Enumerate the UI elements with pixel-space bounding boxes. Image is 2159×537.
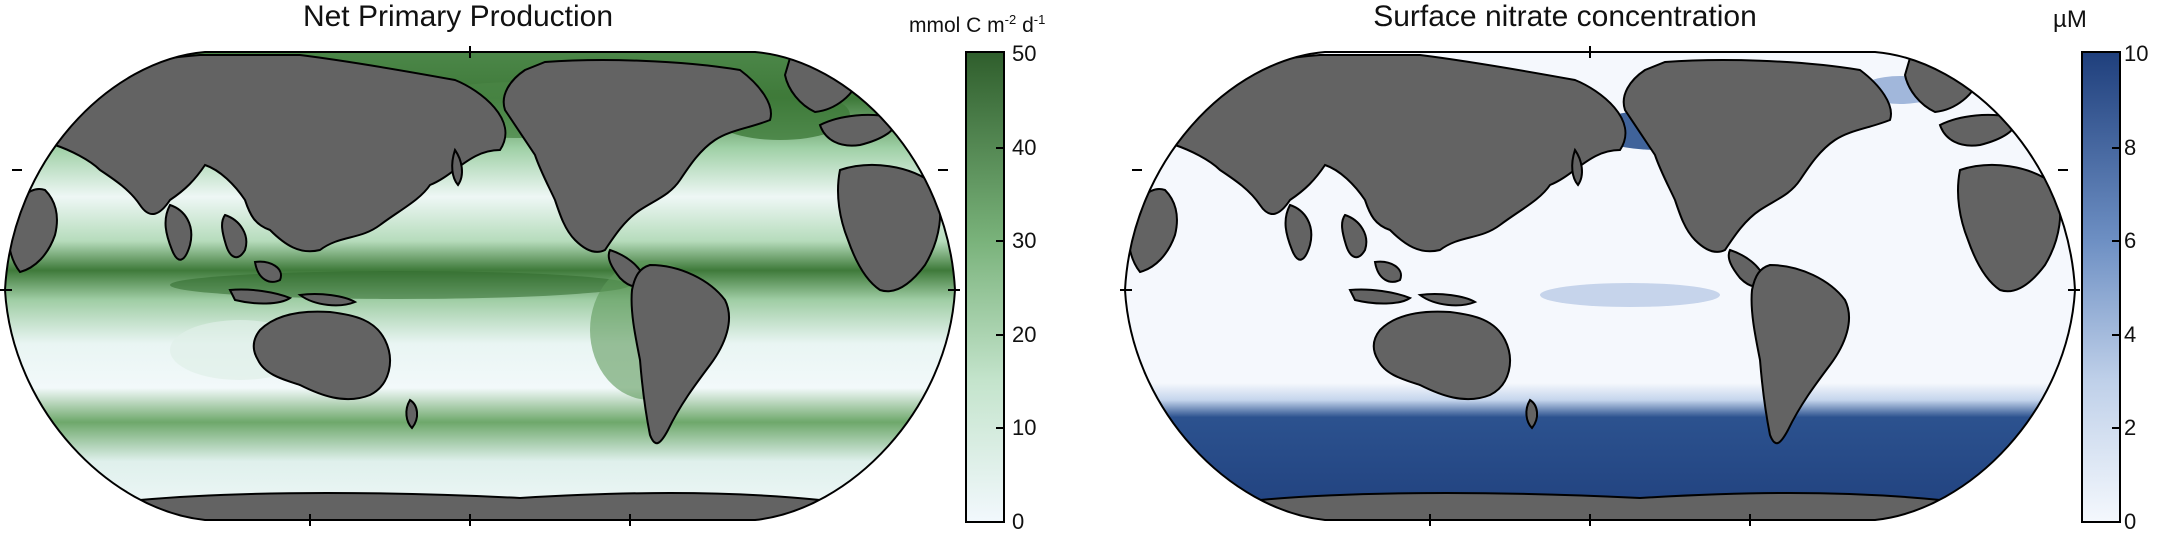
nitrate-colorbar-tick: 10 [2124,41,2149,66]
npp-colorbar-unit: mmol C m-2 d-1 [909,12,1046,37]
nitrate-colorbar-tick: 8 [2124,135,2137,160]
npp-colorbar [965,51,1005,523]
npp-map-ticks [0,46,960,526]
npp-colorbar-tick: 10 [1012,415,1037,440]
nitrate-colorbar [2081,51,2121,523]
nitrate-map-ticks [1120,46,2080,526]
npp-map [5,52,955,520]
npp-colorbar-tick: 0 [1012,509,1025,534]
npp-colorbar-tick: 50 [1012,41,1037,66]
colorbar-tick-marks [996,147,2120,429]
nitrate-colorbar-tick: 6 [2124,228,2137,253]
npp-colorbar-tick: 30 [1012,228,1037,253]
nitrate-map-title: Surface nitrate concentration [1373,0,1757,33]
npp-map-title: Net Primary Production [302,0,614,33]
npp-colorbar-tick: 20 [1012,322,1037,347]
nitrate-colorbar-tick: 4 [2124,322,2137,347]
npp-equatorial-band [170,271,630,299]
npp-colorbar-tick: 40 [1012,135,1037,160]
nitrate-colorbar-tick: 0 [2124,509,2137,534]
nitrate-map [1125,52,2075,520]
nitrate-colorbar-unit: µM [2053,6,2087,33]
nitrate-equatorial-patch [1540,283,1720,307]
nitrate-colorbar-tick: 2 [2124,415,2137,440]
